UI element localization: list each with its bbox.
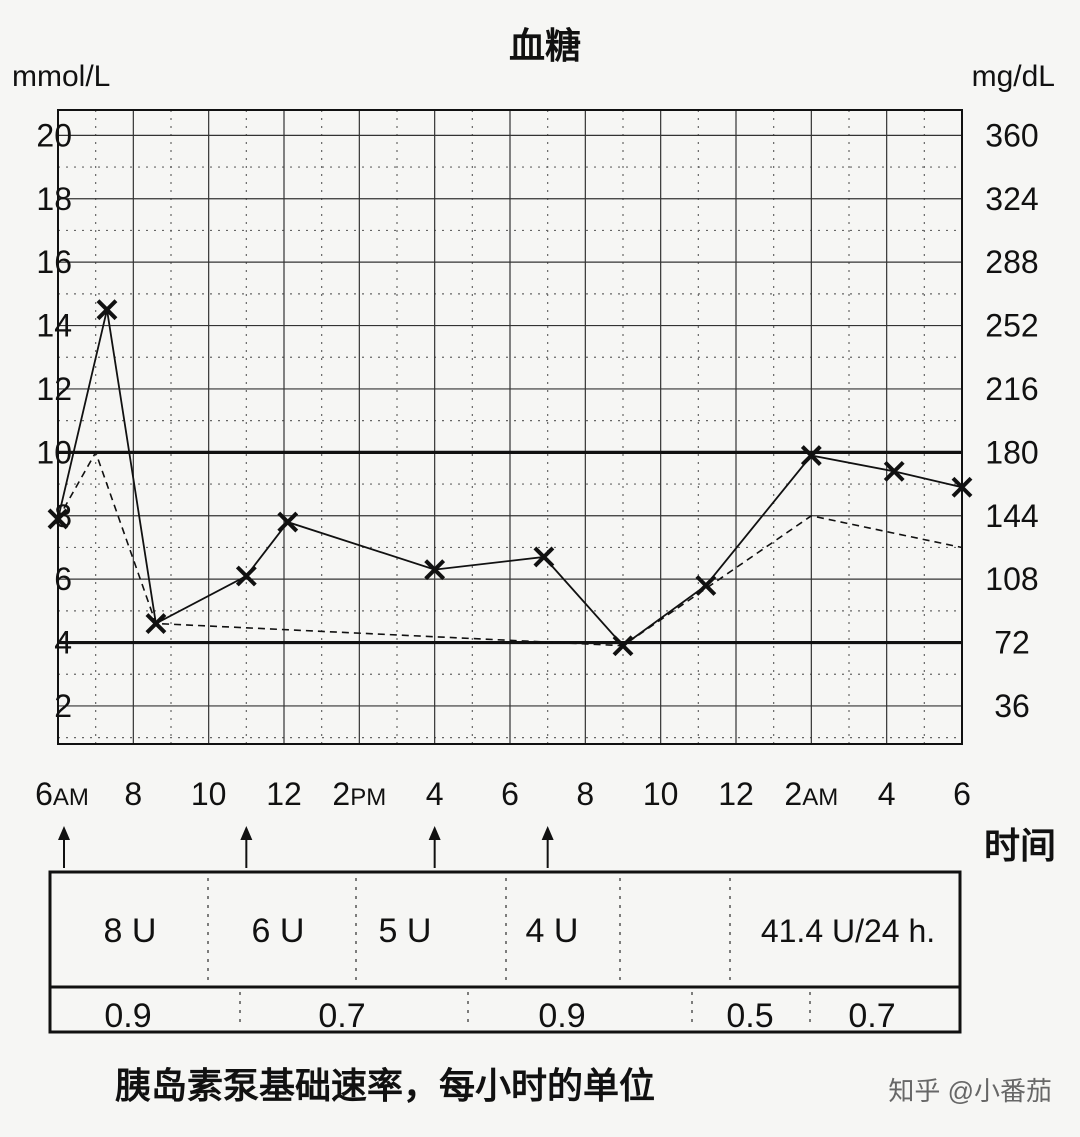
bolus-dose-2: 6 U [252,912,305,950]
x-tick-label: 2AM [784,776,838,812]
data-point-marker [47,508,69,530]
y-tick-label-right: 144 [985,498,1038,534]
y-tick-label-left: 16 [36,244,72,280]
y-tick-label-left: 10 [36,434,72,470]
y-tick-label-right: 36 [994,688,1030,724]
data-point-marker [800,445,822,466]
data-point-marker [883,460,905,482]
y-axis-label-left: mmol/L [12,60,110,93]
y-tick-label-right: 252 [985,308,1038,344]
data-point-marker [533,546,555,568]
x-tick-label: 12 [266,776,302,812]
y-tick-label-left: 12 [36,371,72,407]
y-tick-label-right: 360 [985,117,1038,153]
x-tick-label: 8 [124,776,142,812]
data-point-marker [695,575,717,596]
insulin-table-border [48,870,962,1034]
y-tick-labels: 2468101214161820367210814418021625228832… [36,117,1038,724]
x-tick-label: 6 [953,776,971,812]
data-point-marker [277,511,299,533]
insulin-table: 8 U 6 U 5 U 4 U 41.4 U/24 h. 0.9 0.7 0.9… [48,870,962,1035]
plot-frame [57,109,963,745]
basal-rate-5: 0.7 [848,997,895,1035]
x-tick-label: 2PM [332,776,386,812]
solid-series-line [57,309,963,647]
y-tick-label-right: 324 [985,181,1038,217]
x-axis-label: 时间 [984,826,1056,867]
glucose-series [47,299,973,657]
y-tick-label-right: 72 [994,625,1030,661]
bolus-dose-3: 5 U [379,912,432,950]
data-point-marker [235,565,257,587]
caption: 胰岛素泵基础速率，每小时的单位 [115,1066,655,1107]
x-tick-label: 8 [576,776,594,812]
basal-rate-1: 0.9 [104,997,151,1035]
x-tick-label: 6AM [35,776,89,812]
y-tick-label-right: 180 [985,434,1038,470]
y-tick-label-right: 288 [985,244,1038,280]
basal-rate-2: 0.7 [318,997,365,1035]
y-tick-label-left: 18 [36,181,72,217]
bolus-arrow-head [428,826,441,840]
y-tick-label-left: 20 [36,117,72,153]
data-point-marker [424,559,446,581]
basal-rate-3: 0.9 [538,997,585,1035]
watermark: 知乎 @小番茄 [888,1076,1052,1106]
x-tick-label: 4 [878,776,896,812]
x-tick-label: 6 [501,776,519,812]
y-tick-label-left: 2 [54,688,72,724]
x-tick-label: 10 [191,776,227,812]
y-tick-label-right: 216 [985,371,1038,407]
y-tick-label-left: 6 [54,561,72,597]
bolus-arrow-head [58,826,70,840]
data-point-marker [96,299,118,321]
bolus-arrow-head [240,826,253,840]
daily-total: 41.4 U/24 h. [761,913,935,949]
basal-rate-4: 0.5 [726,997,773,1035]
y-tick-label-left: 14 [36,308,72,344]
bolus-dose-1: 8 U [104,912,157,950]
x-tick-labels: 6AM 8 10 12 2PM 4 6 8 10 12 2AM 4 6 [35,776,971,812]
bolus-dose-4: 4 U [526,912,579,950]
x-tick-label: 12 [718,776,754,812]
x-tick-label: 10 [643,776,679,812]
plot-grid [57,109,963,745]
y-axis-label-right: mg/dL [972,60,1055,93]
chart-title: 血糖 [509,26,581,67]
y-tick-label-left: 4 [54,625,72,661]
data-point-marker [951,476,973,498]
dashed-series-line [57,450,963,647]
bolus-arrow-head [541,826,554,840]
y-tick-label-right: 108 [985,561,1038,597]
x-tick-label: 4 [426,776,444,812]
bolus-arrows [58,826,554,868]
